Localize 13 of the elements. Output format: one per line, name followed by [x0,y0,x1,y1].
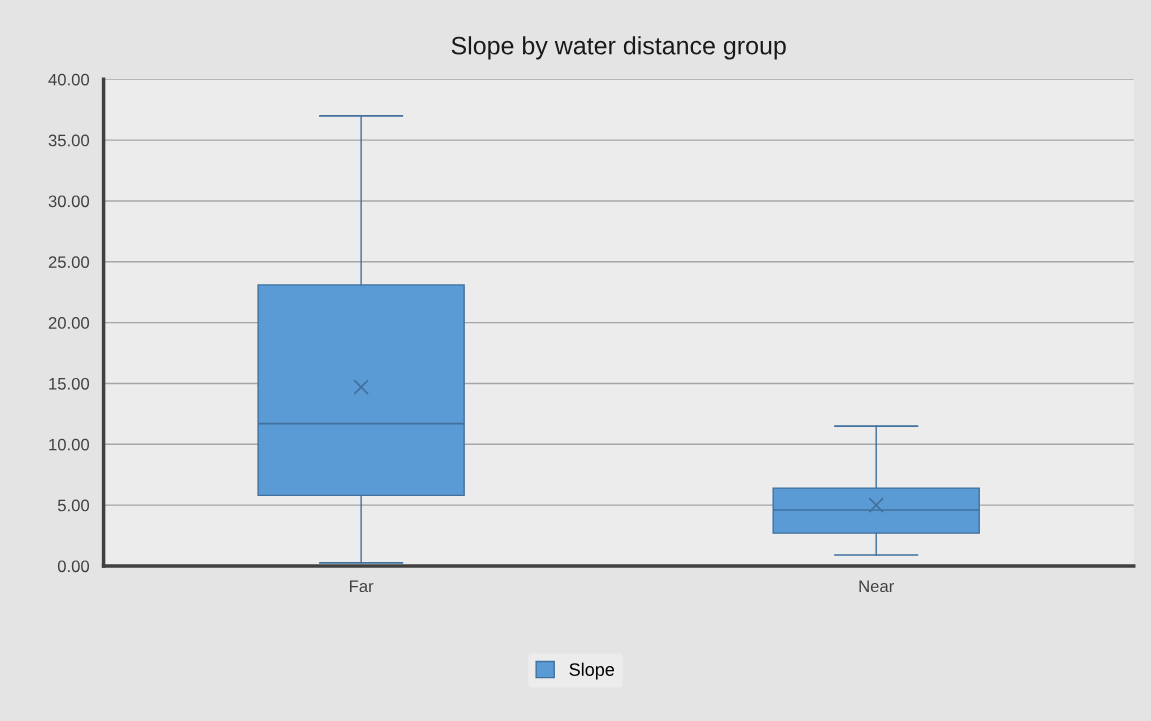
y-tick-label: 25.00 [48,256,90,269]
x-tick-label: Far [349,580,374,593]
y-tick-label: 35.00 [48,134,90,147]
legend-label: Slope [569,662,615,680]
y-tick-label: 0.00 [57,560,90,573]
y-tick-label: 15.00 [49,377,90,390]
y-tick-label: 40.00 [48,73,90,86]
y-tick-label: 5.00 [57,499,90,512]
y-tick-label: 30.00 [48,195,90,208]
y-tick-label: 10.00 [49,438,90,451]
chart-title: Slope by water distance group [451,36,786,60]
x-tick-label: Near [859,580,894,593]
y-tick-label: 20.00 [48,317,90,329]
